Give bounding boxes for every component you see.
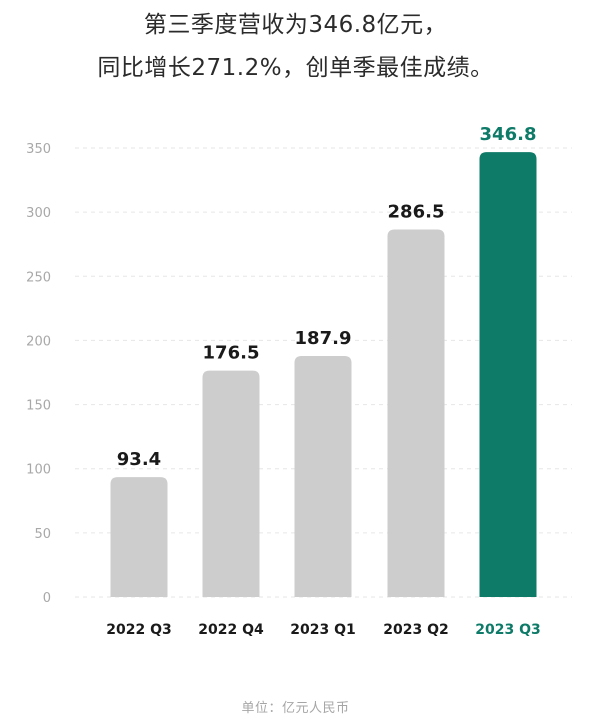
bar bbox=[387, 229, 445, 597]
y-tick-label: 0 bbox=[43, 591, 51, 606]
bar-value-label: 93.4 bbox=[117, 449, 161, 470]
x-category-label: 2023 Q2 bbox=[383, 622, 448, 638]
y-tick-label: 250 bbox=[26, 270, 51, 285]
y-tick-label: 50 bbox=[34, 527, 51, 542]
bar bbox=[110, 477, 168, 597]
bar-value-label: 176.5 bbox=[203, 343, 260, 364]
y-tick-label: 350 bbox=[26, 142, 51, 157]
bar bbox=[294, 355, 352, 597]
y-tick-label: 300 bbox=[26, 206, 51, 221]
y-tick-label: 200 bbox=[26, 334, 51, 349]
title-line-1: 第三季度营收为346.8亿元， bbox=[143, 12, 448, 38]
unit-note: 单位：亿元人民币 bbox=[241, 701, 350, 716]
bar bbox=[202, 370, 260, 597]
x-category-label: 2023 Q1 bbox=[290, 622, 355, 638]
x-category-label: 2022 Q4 bbox=[198, 622, 264, 638]
y-tick-label: 100 bbox=[26, 463, 51, 478]
bar bbox=[479, 152, 537, 597]
x-category-label: 2023 Q3 bbox=[475, 622, 540, 638]
x-category-label: 2022 Q3 bbox=[106, 622, 171, 638]
bar-value-label: 286.5 bbox=[388, 201, 445, 222]
bar-value-label: 346.8 bbox=[480, 124, 537, 145]
bar-value-label: 187.9 bbox=[295, 328, 352, 349]
y-tick-label: 150 bbox=[26, 399, 51, 414]
title-line-2: 同比增长271.2%，创单季最佳成绩。 bbox=[97, 55, 494, 81]
chart-title: 第三季度营收为346.8亿元， 同比增长271.2%，创单季最佳成绩。 bbox=[0, 4, 591, 90]
